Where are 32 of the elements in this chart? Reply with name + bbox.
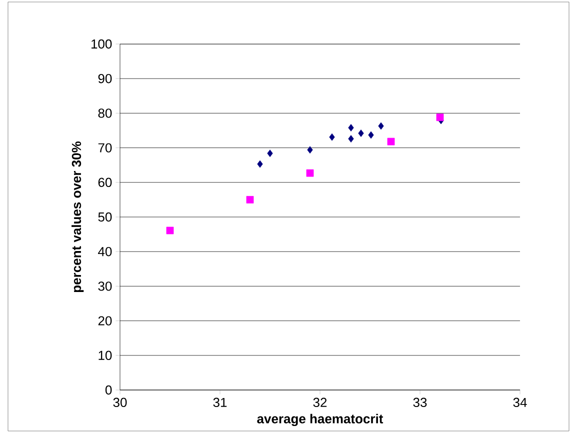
y-tick-label: 80 [98,108,112,118]
point [307,146,313,154]
y-tick-label: 10 [98,350,112,360]
point [329,133,335,141]
point [348,124,354,132]
y-axis-title: percent values over 30% [72,141,84,292]
x-tick-label: 31 [213,398,227,408]
point [368,131,374,139]
y-tick-label: 90 [98,74,112,84]
point [257,160,263,168]
point [348,135,354,142]
x-axis-title: average haematocrit [257,414,384,426]
point [436,114,444,122]
x-tick-label: 33 [413,398,427,408]
point [387,138,395,146]
point [306,169,314,177]
y-tick-label: 70 [98,143,112,152]
y-tick-label: 40 [98,246,112,256]
y-tick-label: 60 [98,178,112,187]
point [267,150,273,158]
x-tick-label: 30 [113,398,127,408]
point [166,226,174,234]
y-tick-label: 20 [98,316,112,326]
y-tick-label: 100 [92,39,112,49]
y-tick-label: 0 [105,385,112,395]
point [246,196,254,204]
y-tick-label: 50 [98,212,112,222]
y-tick-label: 30 [98,282,112,291]
point [378,122,384,130]
x-tick-label: 32 [313,398,327,408]
x-tick-label: 34 [513,398,527,408]
point [358,130,364,137]
